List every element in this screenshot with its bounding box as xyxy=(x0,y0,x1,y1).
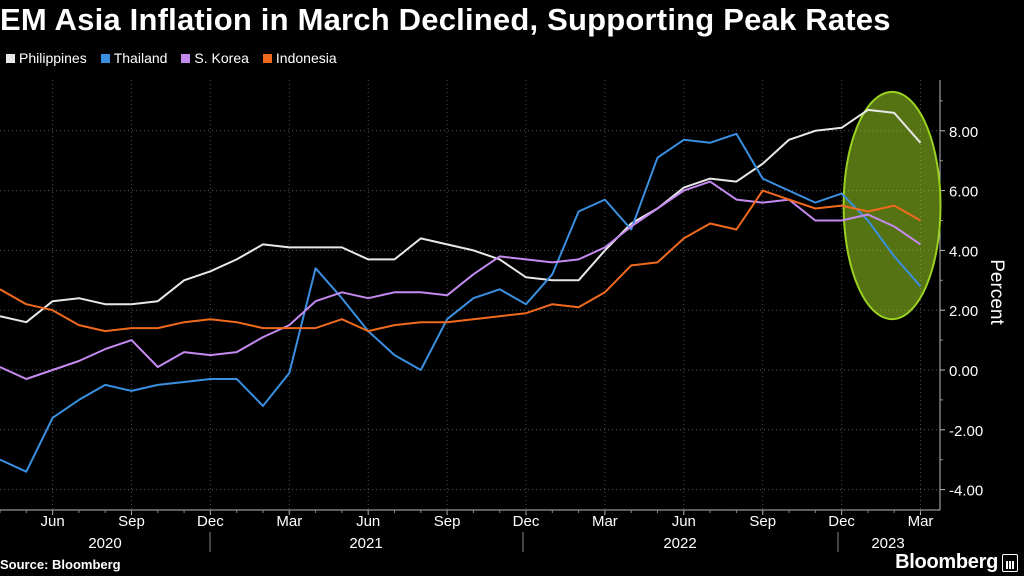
x-year-label: 2023 xyxy=(871,535,904,552)
x-tick-label: Jun xyxy=(672,513,696,530)
x-tick-label: Dec xyxy=(197,513,224,530)
x-tick-label: Mar xyxy=(592,513,618,530)
tick-labels: 8.00 6.00 4.00 2.00 0.00 -2.00 -4.00 Jun Sep Dec M… xyxy=(41,124,984,552)
series-line-philippines xyxy=(0,108,922,324)
brand-name: Bloomberg xyxy=(895,551,998,573)
bloomberg-icon xyxy=(1002,553,1018,572)
gridlines xyxy=(0,80,940,510)
chart-legend: Philippines Thailand S. Korea Indonesia xyxy=(6,50,337,66)
x-tick-label: Jun xyxy=(356,513,380,530)
legend-item-thailand: Thailand xyxy=(100,50,168,66)
x-tick-label: Jun xyxy=(41,513,65,530)
y-tick-label: 4.00 xyxy=(949,243,978,260)
series-line-thailand xyxy=(0,132,922,473)
x-tick-label: Dec xyxy=(828,513,855,530)
legend-label-s-korea: S. Korea xyxy=(194,50,249,66)
y-tick-label: 8.00 xyxy=(949,124,978,141)
x-tick-label: Dec xyxy=(513,513,540,530)
legend-label-philippines: Philippines xyxy=(19,50,87,66)
legend-swatch-thailand xyxy=(100,53,110,63)
legend-label-thailand: Thailand xyxy=(113,50,168,66)
source-note: Source: Bloomberg xyxy=(0,557,121,572)
legend-swatch-philippines xyxy=(6,53,15,63)
x-tick-label: Mar xyxy=(908,513,934,530)
legend-swatch-s-korea xyxy=(181,53,191,63)
y-tick-label: -2.00 xyxy=(949,423,983,440)
y-tick-label: 0.00 xyxy=(949,363,978,380)
x-year-label: 2020 xyxy=(88,535,121,552)
legend-item-indonesia: Indonesia xyxy=(262,50,337,66)
legend-swatch-indonesia xyxy=(262,53,272,63)
series-line-indonesia xyxy=(0,189,921,333)
x-tick-label: Sep xyxy=(118,513,145,530)
y-tick-label: -4.00 xyxy=(949,483,983,500)
x-tick-label: Sep xyxy=(434,513,461,530)
y-tick-label: 6.00 xyxy=(949,184,978,201)
series-line-s-korea xyxy=(0,180,922,380)
y-axis-title: Percent xyxy=(986,259,1007,325)
x-tick-label: Mar xyxy=(276,513,302,530)
series-layer xyxy=(0,108,922,473)
y-tick-label: 2.00 xyxy=(949,303,978,320)
x-tick-label: Sep xyxy=(749,513,776,530)
x-year-label: 2021 xyxy=(349,535,382,552)
x-year-label: 2022 xyxy=(663,535,696,552)
brand-logo: Bloomberg xyxy=(895,551,1018,574)
legend-item-philippines: Philippines xyxy=(6,50,87,66)
legend-label-indonesia: Indonesia xyxy=(275,50,337,66)
axes xyxy=(0,80,945,552)
legend-item-s-korea: S. Korea xyxy=(181,50,249,66)
chart-title: EM Asia Inflation in March Declined, Sup… xyxy=(0,2,891,37)
